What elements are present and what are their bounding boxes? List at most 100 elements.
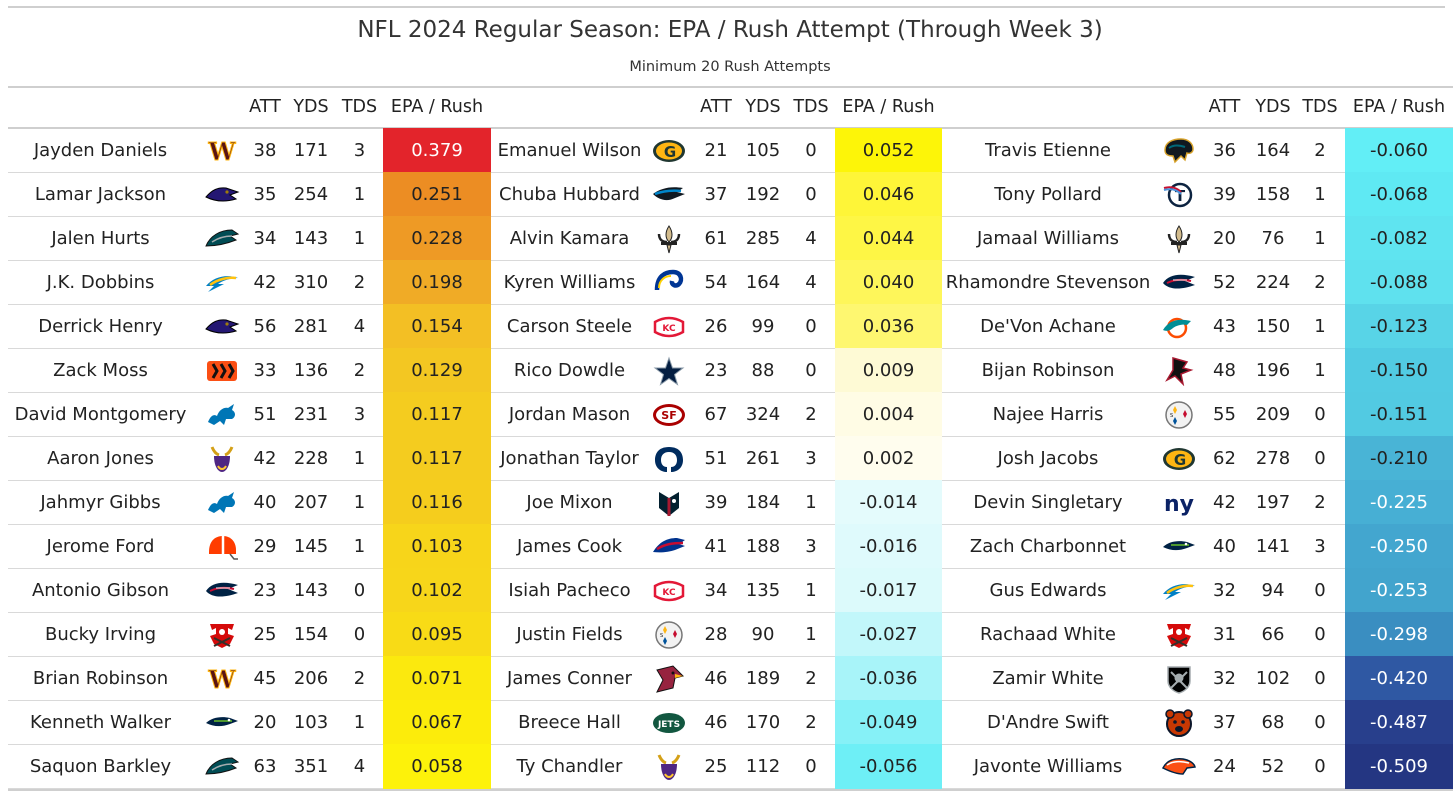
bears-logo-icon — [1161, 708, 1197, 738]
player-name: Saquon Barkley — [29, 756, 172, 777]
browns-logo-icon — [204, 532, 240, 562]
table-row — [8, 745, 1453, 789]
player-name: Gus Edwards — [989, 580, 1107, 601]
player-name: David Montgomery — [14, 404, 187, 425]
svg-text:W: W — [208, 137, 237, 166]
table-row — [8, 217, 1453, 261]
player-name: Kyren Williams — [503, 272, 636, 293]
att-value: 36 — [1213, 140, 1236, 161]
att-value: 25 — [253, 624, 277, 645]
yds-value: 170 — [745, 712, 781, 733]
player-name: Jonathan Taylor — [500, 448, 639, 469]
tds-value: 2 — [1314, 492, 1326, 513]
tds-value: 2 — [805, 712, 817, 733]
yds-value: 324 — [745, 404, 781, 425]
column-header-tds: TDS — [1302, 97, 1338, 117]
top-divider — [8, 6, 1445, 8]
tds-value: 4 — [805, 272, 817, 293]
epa-value: -0.150 — [1345, 348, 1453, 393]
yds-value: 135 — [745, 580, 781, 601]
tds-value: 1 — [353, 536, 366, 557]
yds-value: 76 — [1261, 228, 1285, 249]
player-name: Jahmyr Gibbs — [40, 492, 161, 513]
tds-value: 0 — [1314, 580, 1326, 601]
epa-value: -0.049 — [835, 700, 942, 745]
svg-text:S: S — [1170, 413, 1173, 419]
cowboys-logo-icon — [651, 356, 687, 386]
yds-value: 103 — [293, 712, 329, 733]
player-name: James Conner — [507, 668, 632, 689]
tds-value: 1 — [353, 228, 366, 249]
tds-value: 3 — [1314, 536, 1326, 557]
player-name: Zamir White — [992, 668, 1104, 689]
steelers-logo-icon: S — [651, 620, 687, 650]
player-name: Rhamondre Stevenson — [945, 272, 1151, 293]
epa-value: 0.117 — [383, 392, 491, 437]
epa-value: -0.016 — [835, 524, 942, 569]
att-value: 42 — [253, 448, 277, 469]
epa-value: -0.420 — [1345, 656, 1453, 701]
column-header-yds: YDS — [745, 97, 781, 117]
tds-value: 1 — [353, 492, 366, 513]
att-value: 23 — [704, 360, 728, 381]
tds-value: 3 — [353, 140, 366, 161]
commanders-logo-icon: W — [204, 664, 240, 695]
buccaneers-logo-icon — [1161, 620, 1197, 650]
column-header-epa: EPA / Rush — [390, 97, 484, 117]
yds-value: 261 — [745, 448, 781, 469]
rams-logo-icon — [651, 268, 687, 298]
seahawks-logo-icon — [204, 708, 240, 738]
yds-value: 94 — [1261, 580, 1285, 601]
yds-value: 105 — [745, 140, 781, 161]
tds-value: 0 — [353, 580, 366, 601]
player-name: Devin Singletary — [973, 492, 1123, 513]
att-value: 42 — [253, 272, 277, 293]
att-value: 52 — [1213, 272, 1236, 293]
epa-value: 0.058 — [383, 744, 491, 789]
tds-value: 3 — [805, 536, 817, 557]
yds-value: 68 — [1261, 712, 1285, 733]
epa-value: 0.009 — [835, 348, 942, 393]
att-value: 37 — [1213, 712, 1236, 733]
epa-value: 0.154 — [383, 304, 491, 349]
epa-value: 0.002 — [835, 436, 942, 481]
att-value: 33 — [253, 360, 277, 381]
att-value: 42 — [1213, 492, 1236, 513]
yds-value: 164 — [745, 272, 781, 293]
chiefs-logo-icon: KC — [651, 576, 687, 606]
epa-value: 0.052 — [835, 128, 942, 173]
att-value: 29 — [253, 536, 277, 557]
yds-value: 188 — [745, 536, 781, 557]
epa-value: 0.044 — [835, 216, 942, 261]
giants-logo-icon: ny — [1161, 488, 1197, 518]
yds-value: 228 — [293, 448, 329, 469]
bengals-logo-icon — [204, 356, 240, 386]
packers-logo-icon: G — [1161, 444, 1197, 474]
att-value: 23 — [253, 580, 277, 601]
epa-value: -0.036 — [835, 656, 942, 701]
att-value: 39 — [704, 492, 728, 513]
tds-value: 4 — [353, 316, 366, 337]
tds-value: 1 — [353, 448, 366, 469]
yds-value: 197 — [1255, 492, 1291, 513]
att-value: 38 — [253, 140, 277, 161]
titans-logo-icon: T — [1161, 180, 1197, 210]
epa-value: 0.379 — [383, 128, 491, 173]
saints-logo-icon — [1161, 224, 1197, 254]
epa-value: -0.509 — [1345, 744, 1453, 789]
yds-value: 164 — [1255, 140, 1291, 161]
att-value: 32 — [1213, 580, 1236, 601]
tds-value: 2 — [805, 404, 817, 425]
chargers-logo-icon — [204, 268, 240, 298]
tds-value: 0 — [805, 140, 817, 161]
chart-title: NFL 2024 Regular Season: EPA / Rush Atte… — [357, 17, 1103, 43]
tds-value: 1 — [1314, 360, 1326, 381]
att-value: 46 — [704, 668, 728, 689]
table-row — [8, 525, 1453, 569]
att-value: 34 — [253, 228, 277, 249]
tds-value: 0 — [805, 184, 817, 205]
jaguars-logo-icon — [1161, 136, 1197, 166]
epa-value: 0.129 — [383, 348, 491, 393]
att-value: 48 — [1213, 360, 1236, 381]
yds-value: 141 — [1255, 536, 1291, 557]
